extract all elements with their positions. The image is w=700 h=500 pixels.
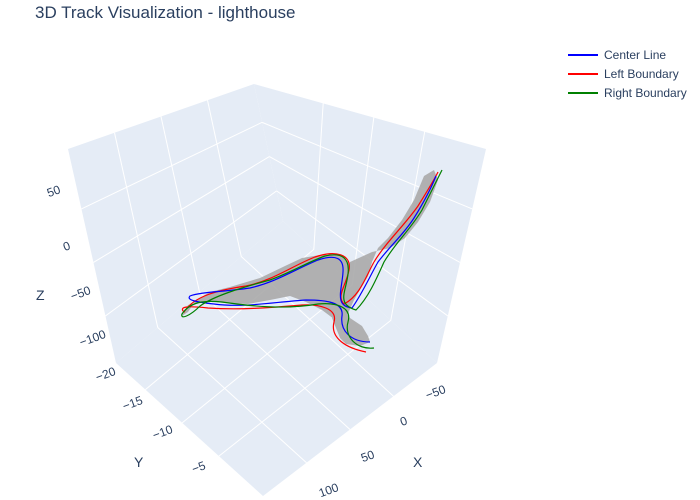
legend-item-right-boundary[interactable]: Right Boundary — [568, 83, 687, 102]
y-tick-label: −20 — [94, 364, 118, 384]
legend-item-center-line[interactable]: Center Line — [568, 45, 687, 64]
legend-label: Right Boundary — [604, 85, 687, 100]
legend-swatch-center-line — [568, 53, 598, 56]
x-axis-title: X — [413, 454, 423, 470]
track-left-boundary-line — [181, 171, 439, 353]
legend: Center Line Left Boundary Right Boundary — [568, 45, 687, 102]
legend-swatch-left-boundary — [568, 72, 598, 75]
z-axis-title: Z — [36, 287, 45, 303]
scene-gridlines — [81, 96, 473, 464]
y-axis-title: Y — [134, 454, 144, 470]
axis-ticks: 50 0 −50 −100 −20−15 −10 −5 −50 0 50 100 — [45, 182, 448, 500]
gridline-y-floor-2 — [157, 327, 307, 464]
gridline-z-right-1 — [269, 156, 461, 263]
legend-label: Left Boundary — [604, 66, 679, 81]
z-tick-label: 0 — [61, 238, 72, 254]
z-tick-label: 50 — [45, 182, 63, 200]
legend-label: Center Line — [604, 47, 667, 62]
gridline-x-vertical-1 — [351, 113, 375, 285]
track-plot — [181, 169, 443, 353]
track-center-line — [188, 175, 437, 343]
x-tick-label: 50 — [359, 447, 377, 465]
y-tick-label: −10 — [151, 422, 175, 442]
gridline-y-vertical-2 — [207, 100, 242, 257]
x-tick-label: 0 — [398, 413, 409, 429]
y-tick-label: −15 — [121, 393, 145, 413]
gridline-y-vertical-1 — [160, 116, 200, 293]
x-tick-label: 100 — [317, 480, 341, 500]
track-surface — [182, 170, 438, 346]
gridline-z-right-2 — [276, 190, 449, 317]
gridline-y-vertical-0 — [114, 132, 159, 328]
x-tick-label: −50 — [424, 382, 448, 402]
track-right-boundary-line — [181, 169, 443, 349]
gridline-x-vertical-0 — [313, 96, 325, 250]
back-wall-right — [254, 84, 486, 363]
legend-item-left-boundary[interactable]: Left Boundary — [568, 64, 687, 83]
y-tick-label: −5 — [190, 458, 208, 476]
gridline-y-floor-1 — [199, 291, 351, 430]
legend-swatch-right-boundary — [568, 91, 598, 94]
z-tick-label: −100 — [78, 327, 108, 350]
back-wall-left — [68, 84, 283, 363]
chart-title: 3D Track Visualization - lighthouse — [35, 3, 296, 22]
z-tick-label: −50 — [69, 283, 93, 303]
